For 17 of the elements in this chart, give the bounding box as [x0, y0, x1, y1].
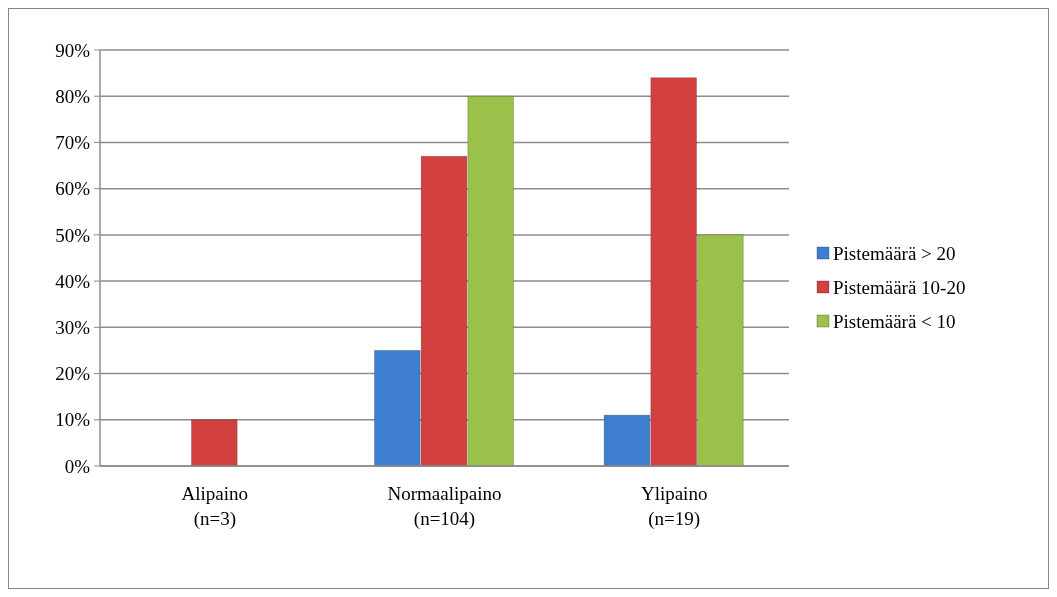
x-tick-label: Ylipaino (n=19) [640, 483, 708, 530]
y-tick-label: 0% [64, 455, 91, 477]
y-tick-label: 40% [55, 270, 91, 292]
legend-label: Pistemäärä < 10 [833, 310, 956, 332]
y-tick-label: 70% [55, 132, 91, 154]
y-tick-label: 30% [55, 316, 91, 338]
y-tick-label: 20% [55, 363, 91, 385]
y-tick-label: 50% [55, 224, 91, 246]
legend-label: Pistemäärä 10-20 [833, 276, 966, 298]
x-tick-label: Normaalipaino (n=104) [387, 483, 502, 530]
y-tick-label: 60% [55, 178, 91, 200]
legend-label: Pistemäärä > 20 [833, 242, 956, 264]
y-tick-label: 10% [55, 409, 91, 431]
y-tick-label: 90% [55, 39, 91, 61]
x-tick-label: Alipaino (n=3) [181, 483, 249, 530]
y-tick-label: 80% [55, 85, 91, 107]
bar [191, 419, 238, 467]
